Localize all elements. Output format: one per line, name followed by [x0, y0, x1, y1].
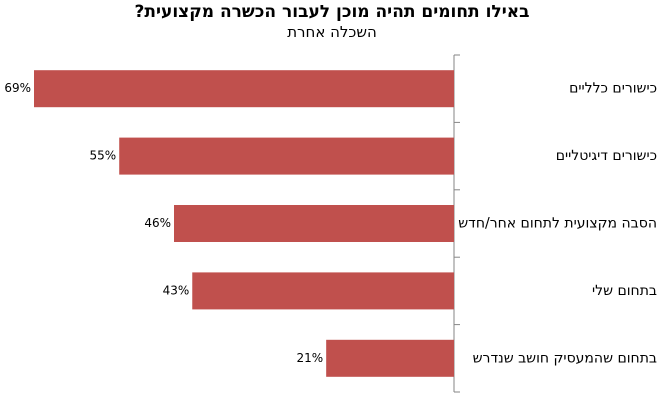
value-label: 55%: [90, 149, 117, 163]
value-labels-group: 69% 55% 46% 43% 21%: [4, 81, 323, 365]
chart-title: באילו תחומים תהיה מוכן לעבור הכשרה מקצוע…: [134, 2, 530, 22]
category-label: כישורים כלליים: [569, 81, 657, 97]
bar: [326, 339, 454, 377]
category-label: הסבה מקצועית לתחום אחר/חדש: [458, 216, 657, 232]
value-label: 69%: [4, 81, 31, 95]
bars-group: [34, 70, 454, 377]
category-label: בתחום שהמעסיק חושב שנדרש: [473, 350, 657, 366]
value-label: 46%: [144, 216, 171, 230]
bar: [34, 70, 454, 108]
category-axis-ticks: [454, 54, 460, 393]
value-label: 43%: [163, 283, 190, 297]
chart-subtitle: השכלה אחרת: [287, 23, 377, 41]
bar: [192, 272, 454, 310]
category-labels-group: כישורים כלליים כישורים דיגיטליים הסבה מקצו…: [458, 81, 657, 367]
bar: [119, 137, 454, 175]
category-label: כישורים דיגיטליים: [556, 148, 657, 164]
value-label: 21%: [297, 351, 324, 365]
category-label: בתחום שלי: [592, 283, 657, 299]
bar: [174, 205, 454, 242]
